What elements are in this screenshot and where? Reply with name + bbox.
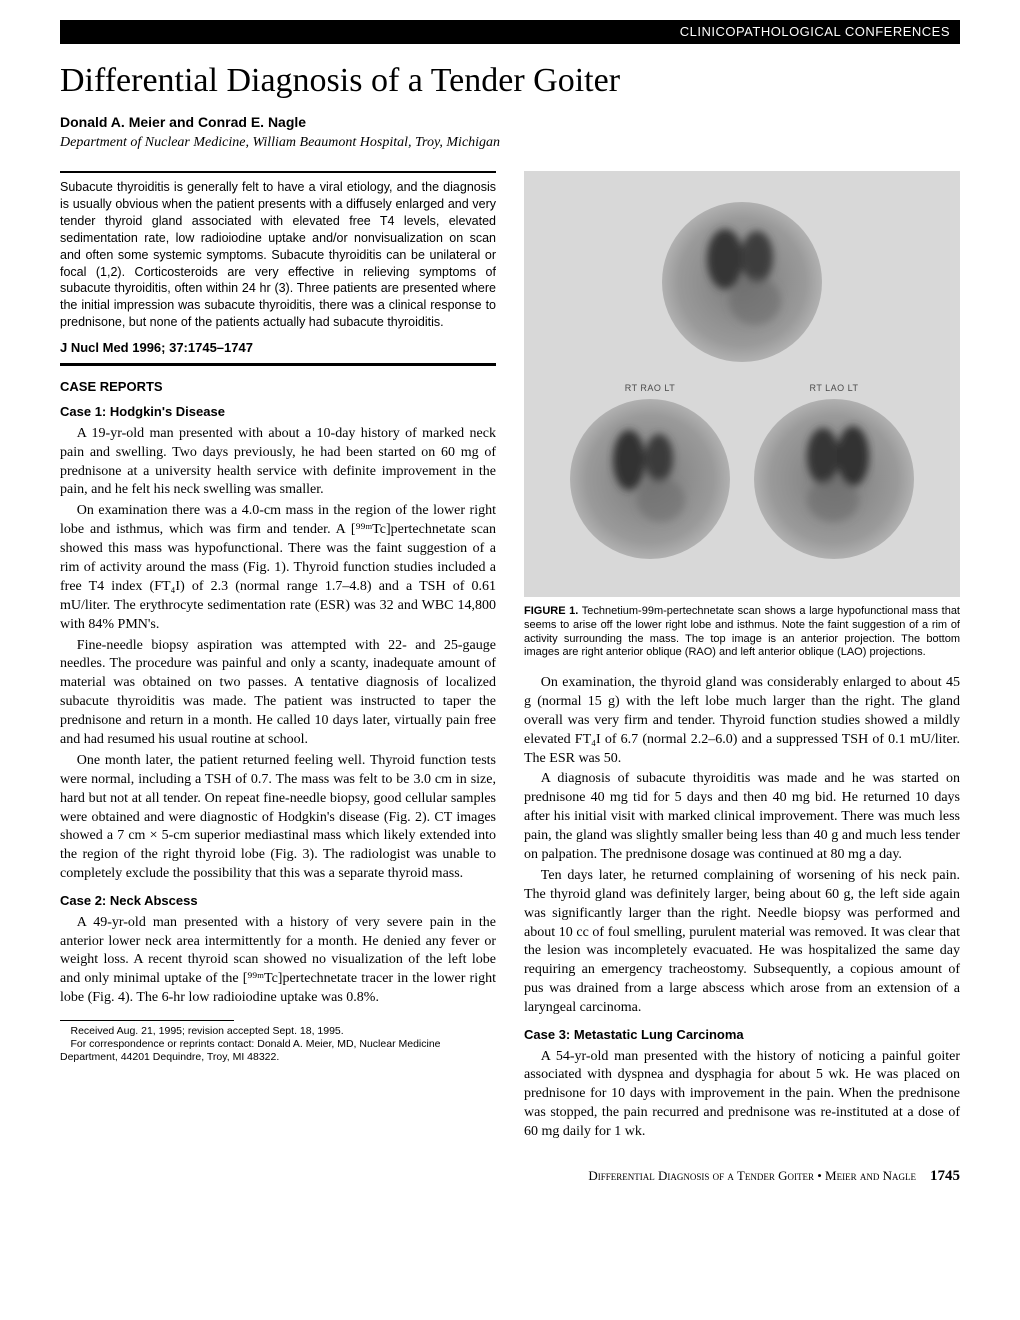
body-text: A 54-yr-old man presented with the histo…: [524, 1048, 960, 1142]
footnote: Received Aug. 21, 1995; revision accepte…: [60, 1025, 496, 1038]
figure-1-caption: FIGURE 1. Technetium-99m-pertechnetate s…: [524, 605, 960, 660]
page-footer: Differential Diagnosis of a Tender Goite…: [60, 1166, 960, 1186]
scan-image-lao: [749, 394, 919, 564]
body-text: On examination, the thyroid gland was co…: [524, 674, 960, 768]
authors: Donald A. Meier and Conrad E. Nagle: [60, 113, 960, 132]
body-text: One month later, the patient returned fe…: [60, 752, 496, 884]
rule-thick: [60, 363, 496, 366]
affiliation: Department of Nuclear Medicine, William …: [60, 134, 960, 153]
figure-caption-text: Technetium-99m-pertechnetate scan shows …: [524, 605, 960, 658]
section-header-bar: CLINICOPATHOLOGICAL CONFERENCES: [60, 20, 960, 44]
rule: [60, 171, 496, 173]
section-heading: CASE REPORTS: [60, 378, 496, 396]
article-title: Differential Diagnosis of a Tender Goite…: [60, 58, 960, 104]
body-text: A 19-yr-old man presented with about a 1…: [60, 425, 496, 501]
page-number: 1745: [930, 1166, 960, 1186]
case2-heading: Case 2: Neck Abscess: [60, 892, 496, 910]
footnote: For correspondence or reprints contact: …: [60, 1038, 496, 1064]
scan-image-rao: [565, 394, 735, 564]
figure-label: FIGURE 1.: [524, 605, 578, 617]
body-text: Ten days later, he returned complaining …: [524, 867, 960, 1018]
scan-label-lao: RT LAO LT: [749, 382, 919, 392]
case3-heading: Case 3: Metastatic Lung Carcinoma: [524, 1026, 960, 1044]
scan-label: [657, 185, 827, 195]
right-column: RT RAO LT RT LAO LT: [524, 171, 960, 1144]
citation: J Nucl Med 1996; 37:1745–1747: [60, 339, 496, 357]
body-text: On examination there was a 4.0-cm mass i…: [60, 502, 496, 634]
case1-heading: Case 1: Hodgkin's Disease: [60, 403, 496, 421]
footnote-rule: [60, 1020, 234, 1021]
scan-label-rao: RT RAO LT: [565, 382, 735, 392]
body-text: A diagnosis of subacute thyroiditis was …: [524, 770, 960, 864]
abstract: Subacute thyroiditis is generally felt t…: [60, 179, 496, 331]
figure-1: RT RAO LT RT LAO LT: [524, 171, 960, 597]
running-head: Differential Diagnosis of a Tender Goite…: [588, 1167, 916, 1185]
left-column: Subacute thyroiditis is generally felt t…: [60, 171, 496, 1144]
body-text: A 49-yr-old man presented with a history…: [60, 914, 496, 1008]
body-text: Fine-needle biopsy aspiration was attemp…: [60, 637, 496, 750]
scan-image-anterior: [657, 197, 827, 367]
